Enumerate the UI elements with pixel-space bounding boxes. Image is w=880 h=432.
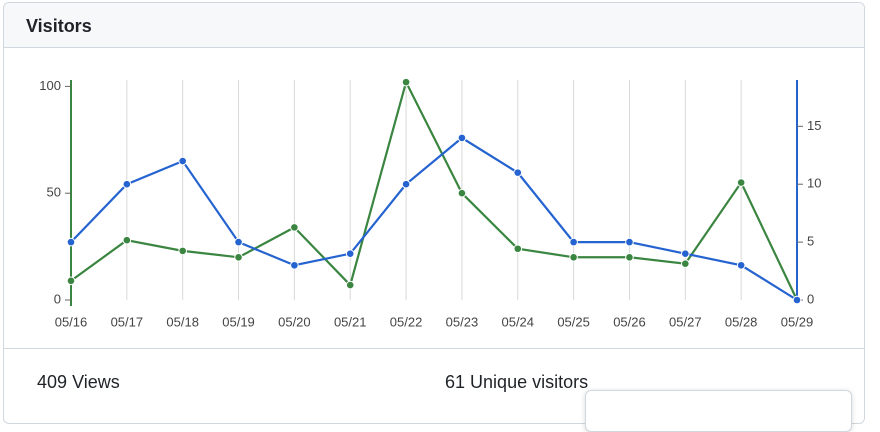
point <box>625 237 634 247</box>
point <box>513 244 523 254</box>
point <box>234 237 243 247</box>
point <box>569 237 578 247</box>
point <box>66 237 76 247</box>
panel: Visitors <box>3 2 865 424</box>
x-tick-label: 05/22 <box>390 314 423 329</box>
point <box>122 179 132 189</box>
y-tick-label: 0 <box>54 291 61 306</box>
point <box>401 179 411 189</box>
unique-summary: 61 Unique visitors <box>445 372 588 393</box>
point <box>681 259 690 268</box>
y2-tick-label: 10 <box>807 176 821 191</box>
panel-title: Visitors <box>4 3 864 48</box>
point <box>345 249 355 258</box>
popup <box>585 390 852 432</box>
x-tick-label: 05/23 <box>446 314 479 329</box>
y-tick-label: 100 <box>39 78 61 93</box>
x-tick-label: 05/29 <box>781 314 814 329</box>
y2-tick-label: 0 <box>807 291 814 306</box>
point <box>290 223 299 232</box>
point <box>178 246 187 256</box>
point <box>736 260 746 270</box>
point <box>457 133 467 143</box>
x-tick-label: 05/20 <box>278 314 311 329</box>
chart: 05/16 05/17 05/18 05/19 05/20 05/21 05/22 05/23… <box>39 77 821 329</box>
views-summary: 409 Views <box>37 372 120 393</box>
point <box>513 168 523 177</box>
x-tick-label: 05/18 <box>166 314 199 329</box>
y2-tick-label: 15 <box>807 118 821 133</box>
point <box>625 252 634 262</box>
point <box>66 276 76 286</box>
point <box>345 280 355 290</box>
point <box>792 295 802 305</box>
point <box>457 188 467 198</box>
point <box>569 252 578 262</box>
x-tick-label: 05/24 <box>501 314 534 329</box>
series-line <box>70 136 798 301</box>
page: Visitors 05/16 05/17 05/18 05/19 05/20 05/21 0… <box>3 2 865 432</box>
y-tick-label: 50 <box>47 185 61 200</box>
point <box>401 77 411 87</box>
count: 409 <box>37 372 68 392</box>
x-tick-label: 05/21 <box>334 314 367 329</box>
x-tick-label: 05/26 <box>613 314 646 329</box>
point <box>178 156 187 166</box>
point <box>681 249 690 258</box>
x-tick-label: 05/19 <box>222 314 255 329</box>
series-line <box>70 79 798 301</box>
point <box>290 260 299 270</box>
x-tick-label: 05/28 <box>725 314 758 329</box>
x-tick-label: 05/17 <box>111 314 144 329</box>
x-tick-label: 05/16 <box>55 314 88 329</box>
point <box>122 235 132 245</box>
point <box>736 178 746 187</box>
point <box>234 252 243 262</box>
separator <box>4 348 864 349</box>
x-tick-label: 05/27 <box>669 314 702 329</box>
count: 61 <box>445 372 466 392</box>
label: Views <box>72 372 120 392</box>
y2-tick-label: 5 <box>807 234 814 249</box>
label: Unique visitors <box>470 372 589 392</box>
x-tick-label: 05/25 <box>557 314 590 329</box>
